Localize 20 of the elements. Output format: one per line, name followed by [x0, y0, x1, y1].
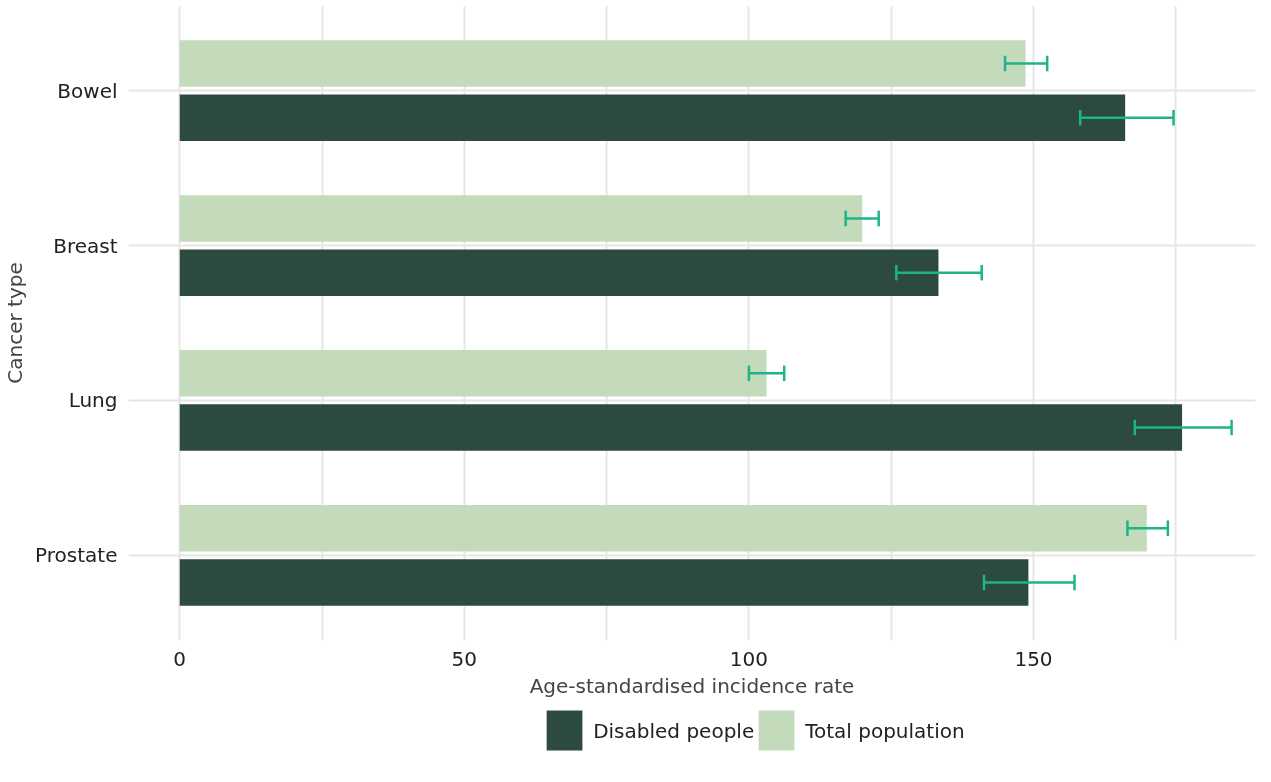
y-tick-label: Prostate — [35, 543, 118, 568]
bar — [179, 350, 767, 397]
bar — [179, 559, 1029, 606]
legend-label: Total population — [804, 718, 965, 743]
bar — [179, 195, 863, 242]
y-axis-title: Cancer type — [3, 262, 28, 384]
x-tick-label: 0 — [173, 646, 187, 671]
bar — [179, 40, 1026, 87]
x-tick-label: 150 — [1014, 646, 1053, 671]
y-tick-label: Bowel — [57, 78, 118, 103]
bar — [179, 504, 1147, 552]
legend-label: Disabled people — [593, 718, 755, 743]
y-tick-label: Breast — [53, 233, 118, 258]
x-tick-label: 100 — [729, 646, 769, 671]
x-axis-title: Age-standardised incidence rate — [529, 673, 855, 698]
bar — [179, 94, 1126, 142]
bar — [179, 249, 939, 296]
x-tick-label: 50 — [451, 646, 478, 671]
bar — [179, 404, 1183, 451]
y-tick-label: Lung — [68, 388, 118, 413]
